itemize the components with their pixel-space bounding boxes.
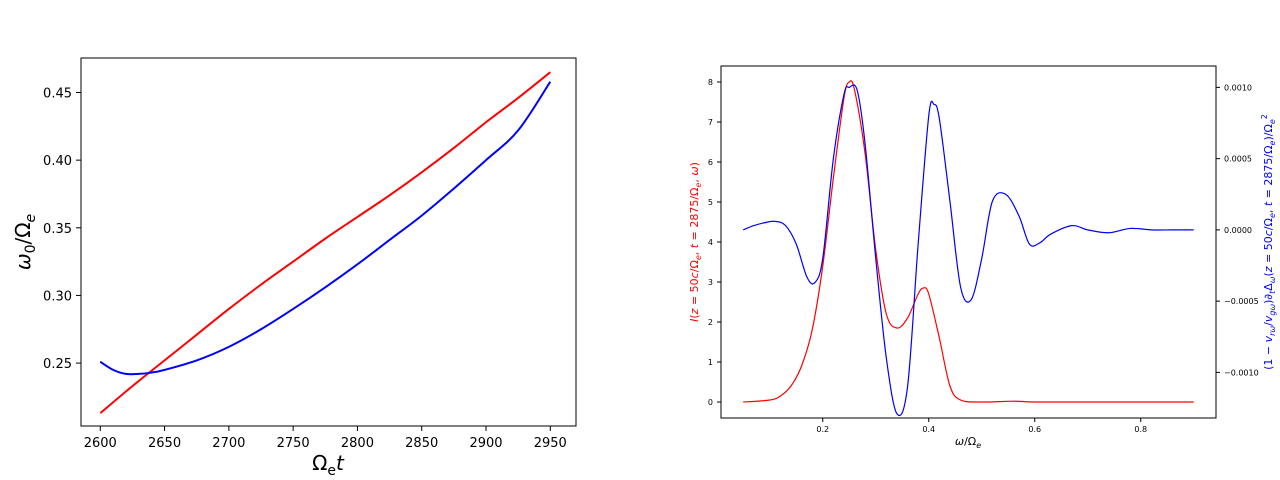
- y-left-tick-label: 3: [708, 278, 713, 287]
- x-tick-label: 2700: [212, 436, 245, 451]
- y-left-tick-label: 5: [708, 198, 713, 207]
- x-axis-label-right: ω/Ωe: [955, 435, 981, 450]
- y-left-tick-label: 0: [708, 398, 713, 407]
- series-line-2: [99, 81, 552, 376]
- y-right-tick-label: −0.0010: [1224, 368, 1259, 377]
- series-line-right: [743, 84, 1194, 417]
- y-right-tick-label: 0.0000: [1224, 226, 1252, 235]
- y-axis-label-left: ω0/Ωe: [11, 214, 39, 270]
- y-left-tick-label: 1: [708, 358, 713, 367]
- x-tick-label: 0.8: [1134, 425, 1147, 434]
- y-left-tick-label: 8: [708, 78, 713, 87]
- x-tick-label: 0.2: [816, 425, 829, 434]
- y-tick-label: 0.30: [43, 289, 72, 304]
- y-right-tick-label: −0.0005: [1224, 297, 1259, 306]
- x-tick-label: 2600: [84, 436, 117, 451]
- x-tick-label: 2850: [405, 436, 438, 451]
- y-tick-label: 0.35: [43, 222, 72, 237]
- series-line-left: [743, 80, 1194, 403]
- y-left-tick-label: 4: [708, 238, 713, 247]
- x-tick-label: 2950: [534, 436, 567, 451]
- y-right-tick-label: 0.0010: [1224, 83, 1252, 92]
- y-right-tick-label: 0.0005: [1224, 155, 1252, 164]
- y-tick-label: 0.25: [43, 357, 72, 372]
- y-left-tick-label: 6: [708, 158, 713, 167]
- x-tick-label: 0.6: [1028, 425, 1041, 434]
- x-tick-label: 2650: [148, 436, 181, 451]
- x-tick-label: 2800: [341, 436, 374, 451]
- x-tick-label: 2750: [277, 436, 310, 451]
- y-tick-label: 0.40: [43, 154, 72, 169]
- y-tick-label: 0.45: [43, 87, 72, 102]
- y-axis-label-right-left: I(z = 50c/Ωe, t = 2875/Ωe, ω): [688, 162, 703, 322]
- y-left-tick-label: 7: [708, 118, 713, 127]
- plot-frame-left: [80, 57, 577, 427]
- y-left-tick-label: 2: [708, 318, 713, 327]
- x-tick-label: 0.4: [922, 425, 935, 434]
- series-line-1: [99, 71, 551, 414]
- x-tick-label: 2900: [469, 436, 502, 451]
- chart-left: 2600 2650 2700 2750 2800 2850 2900 2950 0.25 0.3…: [11, 57, 577, 479]
